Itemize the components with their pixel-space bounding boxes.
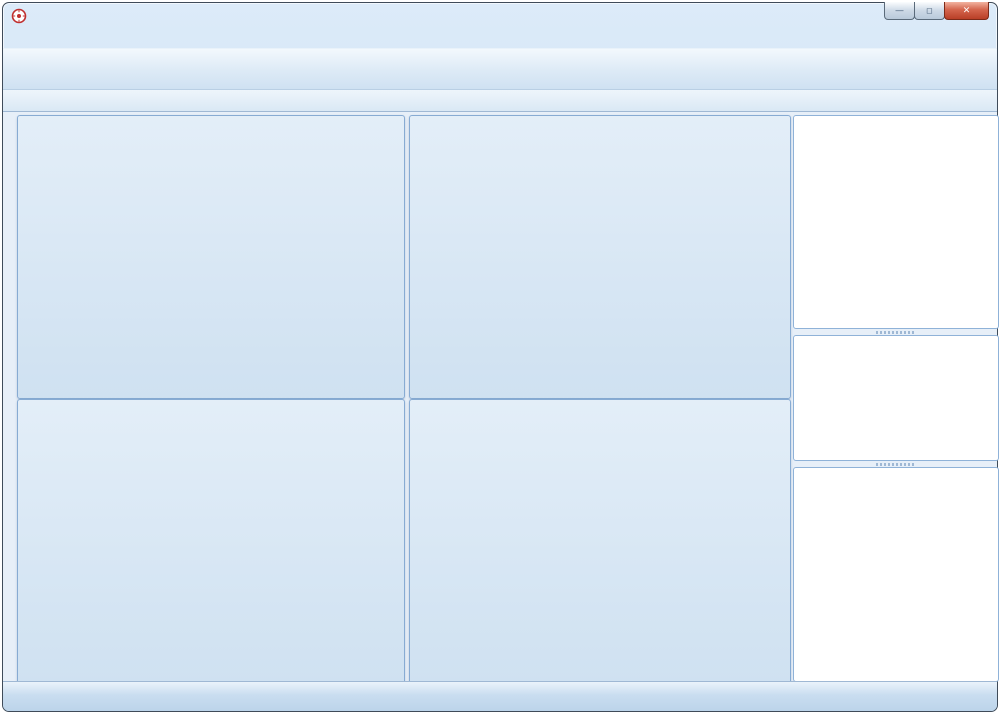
window-surface [409,399,791,684]
status-bar [3,681,997,711]
window-line [17,115,405,399]
channels-panel [793,467,999,682]
title-bar[interactable]: — ◻ ✕ [3,2,997,28]
main-toolbar [3,48,997,90]
mdi-area [3,111,999,684]
maximize-button[interactable]: ◻ [914,2,945,20]
panel-splitter[interactable] [793,461,999,467]
close-button[interactable]: ✕ [944,2,989,20]
app-icon [11,8,27,24]
menu-bar [3,28,997,48]
scale-panel [793,115,999,329]
graphs-panel [793,335,999,461]
window-polar [409,115,791,399]
side-panels [793,115,999,682]
panel-splitter[interactable] [793,329,999,335]
window-vector [17,399,405,684]
minimize-button[interactable]: — [884,2,915,20]
